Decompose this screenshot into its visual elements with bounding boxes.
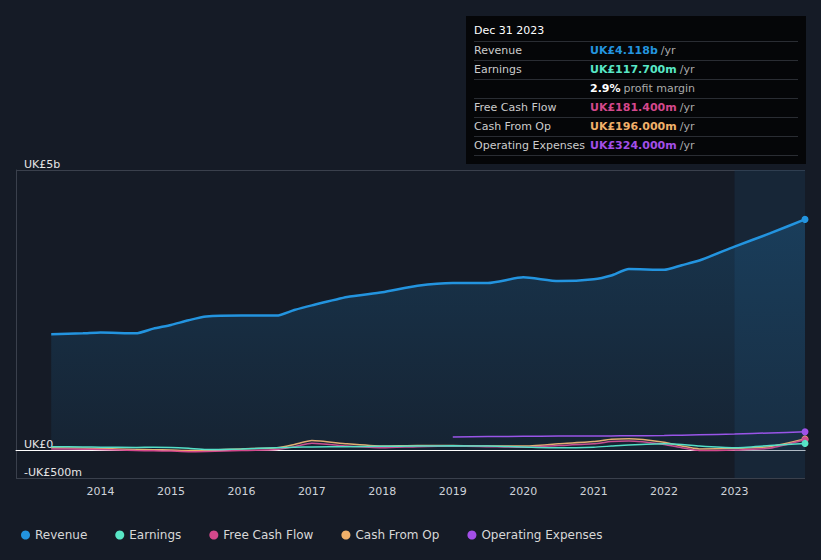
html-text:UK£181.400m /yr: UK£181.400m /yr xyxy=(590,101,695,114)
svg-text:Cash From Op: Cash From Op xyxy=(355,528,439,542)
html-text:Dec 31 2023: Dec 31 2023 xyxy=(474,24,545,37)
svg-text:2023: 2023 xyxy=(721,485,749,498)
html-text:Revenue: Revenue xyxy=(474,44,522,57)
svg-text:2015: 2015 xyxy=(157,485,185,498)
html-text:Operating Expenses: Operating Expenses xyxy=(474,139,585,152)
html-text:Cash From Op: Cash From Op xyxy=(474,120,551,133)
svg-text:2020: 2020 xyxy=(509,485,537,498)
html-text:UK£196.000m /yr: UK£196.000m /yr xyxy=(590,120,695,133)
svg-text:2019: 2019 xyxy=(439,485,467,498)
svg-text:UK£5b: UK£5b xyxy=(24,158,60,171)
html-text:2.9% profit margin: 2.9% profit margin xyxy=(590,82,695,95)
svg-text:-UK£500m: -UK£500m xyxy=(24,466,82,479)
svg-text:2016: 2016 xyxy=(227,485,255,498)
svg-text:2021: 2021 xyxy=(580,485,608,498)
svg-text:2014: 2014 xyxy=(87,485,115,498)
svg-text:2017: 2017 xyxy=(298,485,326,498)
svg-text:Free Cash Flow: Free Cash Flow xyxy=(223,528,313,542)
html-text:Free Cash Flow: Free Cash Flow xyxy=(474,101,557,114)
svg-text:2022: 2022 xyxy=(650,485,678,498)
svg-text:UK£0: UK£0 xyxy=(24,438,53,451)
svg-text:2018: 2018 xyxy=(368,485,396,498)
svg-text:Revenue: Revenue xyxy=(35,528,87,542)
html-text:UK£324.000m /yr: UK£324.000m /yr xyxy=(590,139,695,152)
html-text:UK£4.118b /yr: UK£4.118b /yr xyxy=(590,44,676,57)
svg-text:Earnings: Earnings xyxy=(129,528,181,542)
svg-text:Operating Expenses: Operating Expenses xyxy=(481,528,602,542)
html-text:Earnings: Earnings xyxy=(474,63,522,76)
html-text:UK£117.700m /yr: UK£117.700m /yr xyxy=(590,63,695,76)
